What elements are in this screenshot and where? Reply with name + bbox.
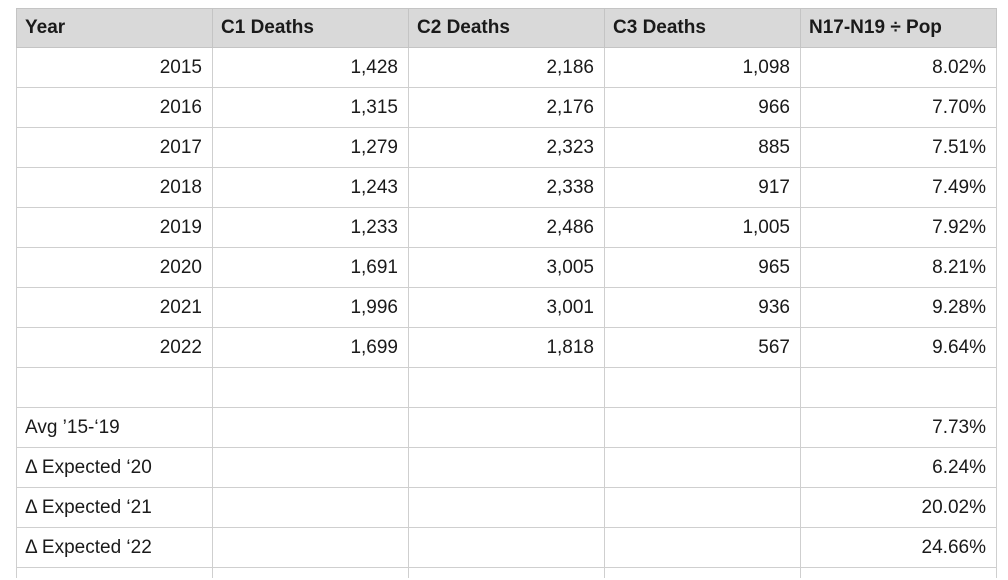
- cell-c2-deaths[interactable]: 2,186: [408, 47, 605, 88]
- table-row: 2016 1,315 2,176 966 7.70%: [16, 87, 997, 128]
- cell-c1-deaths[interactable]: 1,315: [212, 87, 409, 128]
- summary-row: Δ Expected ‘20 6.24%: [16, 447, 997, 488]
- cell-c3-deaths[interactable]: 936: [604, 287, 801, 328]
- empty-cell[interactable]: [212, 567, 409, 578]
- empty-cell[interactable]: [604, 447, 801, 488]
- empty-cell[interactable]: [604, 527, 801, 568]
- cell-c2-deaths[interactable]: 2,176: [408, 87, 605, 128]
- cell-ratio[interactable]: 7.49%: [800, 167, 997, 208]
- empty-cell[interactable]: [408, 527, 605, 568]
- empty-cell[interactable]: [800, 567, 997, 578]
- cell-c2-deaths[interactable]: 2,338: [408, 167, 605, 208]
- empty-row: [16, 567, 997, 578]
- header-cell-c2-deaths[interactable]: C2 Deaths: [408, 8, 605, 48]
- data-table: Year C1 Deaths C2 Deaths C3 Deaths N17-N…: [16, 8, 997, 578]
- cell-c1-deaths[interactable]: 1,691: [212, 247, 409, 288]
- empty-cell[interactable]: [212, 487, 409, 528]
- cell-ratio[interactable]: 9.28%: [800, 287, 997, 328]
- cell-c3-deaths[interactable]: 1,005: [604, 207, 801, 248]
- empty-cell[interactable]: [604, 407, 801, 448]
- cell-c1-deaths[interactable]: 1,428: [212, 47, 409, 88]
- cell-c3-deaths[interactable]: 917: [604, 167, 801, 208]
- empty-cell[interactable]: [212, 367, 409, 408]
- cell-c1-deaths[interactable]: 1,279: [212, 127, 409, 168]
- summary-row: Avg ’15-‘19 7.73%: [16, 407, 997, 448]
- empty-cell[interactable]: [16, 567, 213, 578]
- cell-ratio[interactable]: 6.24%: [800, 447, 997, 488]
- cell-c2-deaths[interactable]: 3,001: [408, 287, 605, 328]
- cell-ratio[interactable]: 8.21%: [800, 247, 997, 288]
- empty-cell[interactable]: [212, 447, 409, 488]
- cell-ratio[interactable]: 7.51%: [800, 127, 997, 168]
- header-row: Year C1 Deaths C2 Deaths C3 Deaths N17-N…: [16, 8, 997, 48]
- table-row: 2018 1,243 2,338 917 7.49%: [16, 167, 997, 208]
- cell-c1-deaths[interactable]: 1,233: [212, 207, 409, 248]
- cell-ratio[interactable]: 20.02%: [800, 487, 997, 528]
- cell-c1-deaths[interactable]: 1,699: [212, 327, 409, 368]
- empty-cell[interactable]: [408, 447, 605, 488]
- table-row: 2021 1,996 3,001 936 9.28%: [16, 287, 997, 328]
- empty-cell[interactable]: [408, 367, 605, 408]
- cell-c1-deaths[interactable]: 1,243: [212, 167, 409, 208]
- summary-row: Δ Expected ‘22 24.66%: [16, 527, 997, 568]
- cell-c2-deaths[interactable]: 2,486: [408, 207, 605, 248]
- header-cell-year[interactable]: Year: [16, 8, 213, 48]
- cell-c1-deaths[interactable]: 1,996: [212, 287, 409, 328]
- cell-year[interactable]: 2020: [16, 247, 213, 288]
- empty-cell[interactable]: [212, 407, 409, 448]
- header-cell-c1-deaths[interactable]: C1 Deaths: [212, 8, 409, 48]
- cell-summary-label[interactable]: Δ Expected ‘21: [16, 487, 213, 528]
- cell-summary-label[interactable]: Avg ’15-‘19: [16, 407, 213, 448]
- cell-ratio[interactable]: 7.73%: [800, 407, 997, 448]
- cell-summary-label[interactable]: Δ Expected ‘20: [16, 447, 213, 488]
- table-row: 2017 1,279 2,323 885 7.51%: [16, 127, 997, 168]
- cell-summary-label[interactable]: Δ Expected ‘22: [16, 527, 213, 568]
- cell-year[interactable]: 2018: [16, 167, 213, 208]
- table-row: 2019 1,233 2,486 1,005 7.92%: [16, 207, 997, 248]
- cell-c3-deaths[interactable]: 885: [604, 127, 801, 168]
- cell-ratio[interactable]: 7.92%: [800, 207, 997, 248]
- cell-c3-deaths[interactable]: 1,098: [604, 47, 801, 88]
- empty-cell[interactable]: [408, 567, 605, 578]
- summary-row: Δ Expected ‘21 20.02%: [16, 487, 997, 528]
- cell-c3-deaths[interactable]: 966: [604, 87, 801, 128]
- header-cell-c3-deaths[interactable]: C3 Deaths: [604, 8, 801, 48]
- cell-year[interactable]: 2019: [16, 207, 213, 248]
- cell-c2-deaths[interactable]: 3,005: [408, 247, 605, 288]
- table-row: 2020 1,691 3,005 965 8.21%: [16, 247, 997, 288]
- empty-cell[interactable]: [604, 367, 801, 408]
- cell-c2-deaths[interactable]: 1,818: [408, 327, 605, 368]
- empty-cell[interactable]: [800, 367, 997, 408]
- table-row: 2015 1,428 2,186 1,098 8.02%: [16, 47, 997, 88]
- empty-cell[interactable]: [604, 567, 801, 578]
- cell-c2-deaths[interactable]: 2,323: [408, 127, 605, 168]
- cell-year[interactable]: 2017: [16, 127, 213, 168]
- cell-ratio[interactable]: 9.64%: [800, 327, 997, 368]
- empty-cell[interactable]: [408, 487, 605, 528]
- cell-c3-deaths[interactable]: 965: [604, 247, 801, 288]
- table-row: 2022 1,699 1,818 567 9.64%: [16, 327, 997, 368]
- empty-cell[interactable]: [604, 487, 801, 528]
- cell-ratio[interactable]: 24.66%: [800, 527, 997, 568]
- cell-ratio[interactable]: 8.02%: [800, 47, 997, 88]
- cell-ratio[interactable]: 7.70%: [800, 87, 997, 128]
- cell-c3-deaths[interactable]: 567: [604, 327, 801, 368]
- empty-row: [16, 367, 997, 408]
- cell-year[interactable]: 2015: [16, 47, 213, 88]
- empty-cell[interactable]: [16, 367, 213, 408]
- cell-year[interactable]: 2016: [16, 87, 213, 128]
- empty-cell[interactable]: [408, 407, 605, 448]
- cell-year[interactable]: 2022: [16, 327, 213, 368]
- empty-cell[interactable]: [212, 527, 409, 568]
- header-cell-ratio[interactable]: N17-N19 ÷ Pop: [800, 8, 997, 48]
- cell-year[interactable]: 2021: [16, 287, 213, 328]
